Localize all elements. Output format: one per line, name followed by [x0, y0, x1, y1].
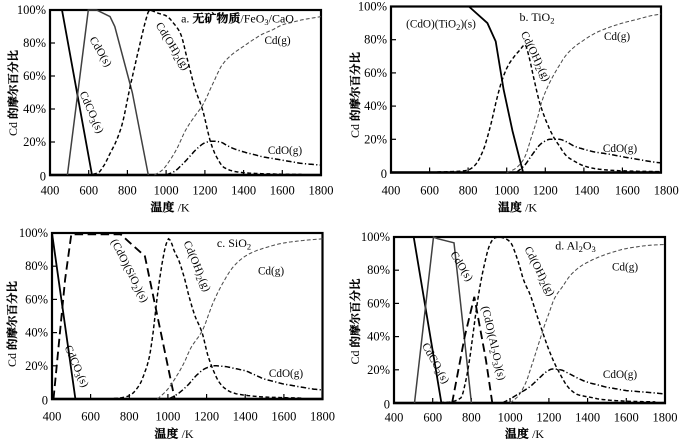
svg-text:40%: 40% — [364, 99, 387, 113]
svg-text:60%: 60% — [25, 292, 48, 306]
svg-text:b. TiO2: b. TiO2 — [520, 10, 555, 25]
svg-text:600: 600 — [81, 410, 100, 424]
svg-text:60%: 60% — [367, 296, 390, 310]
svg-text:/K: /K — [182, 427, 194, 441]
svg-text:Cd(g): Cd(g) — [264, 35, 290, 47]
svg-text:40%: 40% — [23, 102, 46, 116]
svg-text:Cd(g): Cd(g) — [604, 31, 630, 43]
svg-text:1400: 1400 — [231, 184, 256, 198]
svg-text:1600: 1600 — [614, 411, 639, 425]
svg-text:/K: /K — [525, 200, 537, 214]
svg-text:1200: 1200 — [533, 184, 558, 198]
svg-text:0: 0 — [40, 170, 46, 184]
svg-text:CdO(g): CdO(g) — [268, 145, 302, 157]
svg-text:1000: 1000 — [498, 411, 523, 425]
svg-text:/K: /K — [532, 427, 544, 441]
svg-text:60%: 60% — [364, 66, 387, 80]
svg-text:20%: 20% — [23, 135, 46, 149]
svg-text:100%: 100% — [19, 226, 48, 240]
svg-text:Cd: Cd — [6, 122, 20, 136]
svg-text:0: 0 — [42, 394, 48, 408]
svg-text:1800: 1800 — [654, 184, 679, 198]
svg-text:100%: 100% — [361, 230, 390, 244]
svg-text:80%: 80% — [25, 259, 48, 273]
svg-text:/FeO3/CaO: /FeO3/CaO — [240, 12, 294, 27]
svg-text:600: 600 — [423, 411, 442, 425]
svg-text:800: 800 — [120, 410, 139, 424]
svg-text:1400: 1400 — [233, 410, 258, 424]
svg-text:1200: 1200 — [194, 410, 219, 424]
svg-text:40%: 40% — [367, 330, 390, 344]
svg-text:0: 0 — [381, 167, 387, 181]
svg-text:600: 600 — [79, 184, 98, 198]
svg-text:100%: 100% — [358, 0, 387, 14]
svg-text:1000: 1000 — [494, 184, 519, 198]
svg-text:80%: 80% — [367, 263, 390, 277]
svg-text:1200: 1200 — [536, 411, 561, 425]
svg-text:1600: 1600 — [271, 410, 296, 424]
svg-text:20%: 20% — [25, 359, 48, 373]
svg-text:800: 800 — [118, 184, 137, 198]
svg-text:0: 0 — [384, 398, 390, 412]
svg-text:400: 400 — [43, 410, 62, 424]
svg-text:CdO(g): CdO(g) — [603, 369, 637, 381]
svg-text:1400: 1400 — [574, 184, 599, 198]
svg-text:1600: 1600 — [270, 184, 295, 198]
svg-text:20%: 20% — [364, 132, 387, 146]
svg-text:Cd(g): Cd(g) — [258, 265, 284, 277]
svg-text:60%: 60% — [23, 69, 46, 83]
svg-text:CdO(g): CdO(g) — [269, 368, 303, 380]
svg-text:1000: 1000 — [154, 184, 179, 198]
svg-text:80%: 80% — [364, 33, 387, 47]
svg-text:1600: 1600 — [615, 184, 640, 198]
svg-text:1200: 1200 — [192, 184, 217, 198]
svg-text:1800: 1800 — [653, 411, 678, 425]
svg-text:d. Al2O3: d. Al2O3 — [555, 239, 596, 254]
svg-text:1800: 1800 — [309, 184, 334, 198]
svg-text:/K: /K — [178, 200, 190, 214]
svg-text:40%: 40% — [25, 326, 48, 340]
svg-text:400: 400 — [385, 411, 404, 425]
svg-text:Cd: Cd — [5, 353, 19, 367]
svg-text:a.: a. — [181, 12, 189, 26]
svg-text:1800: 1800 — [310, 410, 335, 424]
svg-text:1000: 1000 — [155, 410, 180, 424]
svg-text:80%: 80% — [23, 36, 46, 50]
svg-text:c. SiO2: c. SiO2 — [217, 236, 251, 251]
svg-text:(CdO)(TiO2)(s): (CdO)(TiO2)(s) — [406, 18, 476, 31]
svg-text:Cd: Cd — [348, 350, 362, 364]
svg-text:400: 400 — [41, 184, 60, 198]
svg-text:800: 800 — [462, 411, 481, 425]
svg-text:CdO(g): CdO(g) — [603, 143, 637, 155]
svg-text:20%: 20% — [367, 363, 390, 377]
svg-text:100%: 100% — [17, 3, 46, 17]
svg-text:Cd(g): Cd(g) — [612, 261, 638, 273]
svg-text:1400: 1400 — [575, 411, 600, 425]
svg-text:Cd: Cd — [348, 124, 362, 138]
svg-text:800: 800 — [459, 184, 478, 198]
svg-text:400: 400 — [382, 184, 401, 198]
svg-text:600: 600 — [420, 184, 439, 198]
